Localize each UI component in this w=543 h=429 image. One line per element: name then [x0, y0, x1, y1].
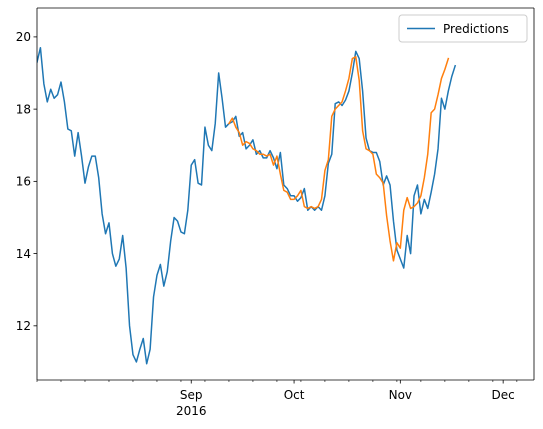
x-tick-label: Sep [180, 388, 203, 402]
series-line-1 [37, 46, 457, 365]
axes-layer: 12 14 16 18 20 Sep 2016 Oct Nov Dec [16, 7, 535, 418]
series-line-2 [227, 56, 450, 262]
plot-area [37, 8, 534, 380]
y-tick-label: 16 [16, 175, 31, 189]
legend-box [398, 14, 528, 43]
y-tick-label: 18 [16, 102, 31, 116]
series-layer [37, 46, 457, 365]
x-tick-label: Nov [389, 388, 412, 402]
legend-label: Predictions [443, 22, 509, 36]
y-tick-label: 20 [16, 30, 31, 44]
legend: Predictions [398, 14, 528, 43]
x-tick-label: Dec [492, 388, 515, 402]
x-tick-sublabel: 2016 [176, 404, 207, 418]
plot-background [37, 8, 534, 380]
x-tick-label: Oct [284, 388, 305, 402]
y-tick-label: 14 [16, 247, 31, 261]
y-tick-label: 12 [16, 319, 31, 333]
